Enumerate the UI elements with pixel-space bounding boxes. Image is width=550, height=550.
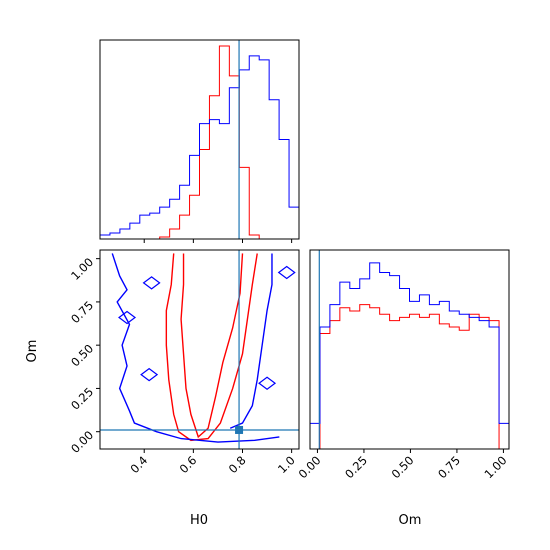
h0-tick-label-2: 0.8 [226, 453, 249, 476]
contour-island-4 [277, 265, 296, 280]
y-axis-label-om: Om [25, 340, 40, 363]
contour-island-3 [258, 376, 277, 390]
om-tick-label-4: 1.00 [482, 453, 510, 481]
om-hist-series-0 [310, 304, 509, 450]
h0-tick-label-3: 1.0 [275, 453, 298, 476]
om-marginal-panel: 0.00 0.25 0.50 0.75 1.00 [296, 249, 510, 481]
contour-1-1 [229, 253, 273, 429]
om-tick-label-0: 0.00 [296, 453, 324, 481]
om-hist-series-1 [309, 262, 510, 449]
contour-0-0 [165, 253, 258, 442]
h0-tick-label-0: 0.4 [128, 453, 151, 476]
contour-island-1 [142, 276, 161, 290]
om-y-tick-label-4: 1.00 [68, 255, 96, 283]
om-y-tick-label-0: 0.00 [68, 428, 96, 456]
om-tick-label-3: 0.75 [435, 453, 463, 481]
contour-0-1 [180, 253, 244, 439]
om-tick-label-2: 0.50 [389, 453, 417, 481]
om-panel-frame [309, 249, 510, 450]
om-y-tick-label-1: 0.25 [68, 385, 96, 413]
h0-marginal-panel [99, 39, 300, 243]
main-panel-frame [99, 249, 300, 450]
contour-group [111, 253, 296, 443]
om-y-tick-label-2: 0.50 [68, 341, 96, 369]
om-tick-label-1: 0.25 [342, 453, 370, 481]
x-axis-label-h0: H0 [190, 513, 208, 528]
x-axis-label-om: Om [399, 513, 422, 528]
h0-om-contour-panel: 0.4 0.6 0.8 1.0 0.00 0.25 0.50 0.75 1.00 [68, 249, 300, 476]
h0-tick-label-1: 0.6 [177, 453, 200, 476]
h0-panel-frame [99, 39, 300, 240]
om-y-tick-label-3: 0.75 [68, 298, 96, 326]
truth-marker [235, 425, 244, 434]
contour-island-0 [118, 310, 137, 325]
contour-island-2 [140, 367, 159, 382]
h0-hist-series-1 [99, 55, 300, 239]
contour-1-0 [111, 253, 280, 443]
